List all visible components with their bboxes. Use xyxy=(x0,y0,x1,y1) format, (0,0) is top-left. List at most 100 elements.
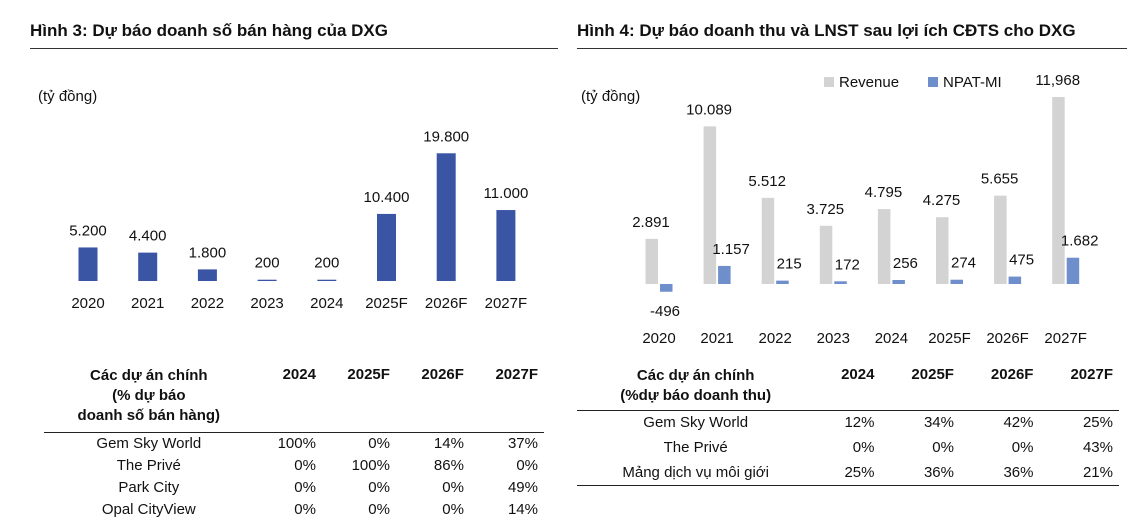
share-cell: 0% xyxy=(442,478,464,496)
x-tick-label-2022: 2022 xyxy=(759,330,792,347)
npat-label-2025F: 274 xyxy=(951,255,976,272)
share-cell: 0% xyxy=(442,500,464,518)
x-tick-label-2023: 2023 xyxy=(817,330,850,347)
revenue-bar-2020 xyxy=(645,238,658,284)
revenue-label-2021: 10.089 xyxy=(686,101,732,118)
data-label-2025F: 10.400 xyxy=(364,189,410,206)
table-header-projects: Các dự án chính (%dự báo doanh thu) xyxy=(620,367,772,404)
share-cell: 36% xyxy=(1003,463,1034,481)
share-cell: 100% xyxy=(277,434,316,452)
revenue-label-2020: 2.891 xyxy=(632,214,670,231)
right-figure-title: Hình 4: Dự báo doanh thu và LNST sau lợi… xyxy=(577,21,1076,40)
revenue-bar-2026F xyxy=(994,195,1007,284)
share-cell: 12% xyxy=(844,414,875,432)
y-unit-label: (tỷ đồng) xyxy=(38,88,97,105)
bar-2024 xyxy=(317,279,337,281)
table-header-year: 2026F xyxy=(990,366,1034,383)
share-cell: 14% xyxy=(507,500,538,518)
right-title-rule xyxy=(577,48,1127,49)
bar-2021 xyxy=(138,252,158,281)
share-cell: 0% xyxy=(1011,439,1034,456)
table-header-year: 2027F xyxy=(1070,366,1113,383)
npat-label-2023: 172 xyxy=(835,256,860,273)
table-header-year: 2025F xyxy=(347,366,390,383)
table-row: The Privé 0% 100% 86% 0% xyxy=(44,454,544,476)
npat-label-2024: 256 xyxy=(893,255,918,272)
share-cell: 0% xyxy=(516,456,538,474)
x-tick-label-2020: 2020 xyxy=(71,295,104,312)
x-tick-label-2020: 2020 xyxy=(642,330,675,347)
bar-2025F xyxy=(377,213,396,281)
x-tick-label-2026F: 2026F xyxy=(986,330,1029,347)
share-cell: 34% xyxy=(923,414,954,432)
revenue-label-2026F: 5.655 xyxy=(981,171,1019,188)
revenue-label-2024: 4.795 xyxy=(865,184,903,201)
data-label-2021: 4.400 xyxy=(129,228,167,245)
share-cell: 43% xyxy=(1082,439,1113,456)
sales-forecast-chart: (tỷ đồng) 5.200 2020 4.400 2021 1.800 2022 200 2… xyxy=(38,88,529,312)
share-cell: 0% xyxy=(294,456,316,474)
revenue-bar-2024 xyxy=(877,209,891,284)
npat-bar-2026F xyxy=(1008,276,1022,284)
revenue-label-2027F: 11,968 xyxy=(1035,72,1080,89)
share-cell: 0% xyxy=(852,439,875,456)
table-row: Mảng dịch vụ môi giới 25% 36% 36% 21% xyxy=(577,460,1119,485)
data-label-2023: 200 xyxy=(255,255,280,272)
revenue-label-2023: 3.725 xyxy=(807,201,845,218)
legend-swatch-Revenue xyxy=(824,77,834,87)
revenue-label-2022: 5.512 xyxy=(748,173,786,190)
npat-bar-2023 xyxy=(834,281,847,284)
legend-label-Revenue: Revenue xyxy=(839,74,899,91)
share-cell: 100% xyxy=(351,456,390,474)
revenue-bar-2023 xyxy=(819,225,833,284)
share-cell: 0% xyxy=(368,434,390,452)
table-header-year: 2026F xyxy=(421,366,464,383)
npat-bar-2024 xyxy=(892,280,905,284)
share-cell: 86% xyxy=(433,456,464,474)
x-tick-label-2021: 2021 xyxy=(700,330,733,347)
left-projects-table: Các dự án chính (% dự báo doanh số bán h… xyxy=(44,366,544,520)
npat-label-2022: 215 xyxy=(777,256,802,273)
data-label-2027F: 11.000 xyxy=(484,185,529,202)
table-header-year: 2027F xyxy=(495,366,538,383)
npat-label-2027F: 1.682 xyxy=(1061,233,1099,250)
x-tick-label-2025F: 2025F xyxy=(365,295,408,312)
revenue-bar-2022 xyxy=(761,197,775,284)
project-name-cell: Opal CityView xyxy=(101,500,196,518)
share-cell: 21% xyxy=(1082,463,1113,481)
x-tick-label-2024: 2024 xyxy=(310,295,343,312)
bar-2023 xyxy=(257,279,277,281)
project-name-cell: Mảng dịch vụ môi giới xyxy=(622,463,769,481)
revenue-bar-2025F xyxy=(936,217,949,284)
share-cell: 0% xyxy=(368,500,390,518)
bar-2027F xyxy=(496,210,516,281)
npat-bar-2022 xyxy=(776,280,789,284)
npat-label-2026F: 475 xyxy=(1009,252,1034,269)
npat-bar-2021 xyxy=(718,265,731,284)
share-cell: 36% xyxy=(923,463,954,481)
x-tick-label-2027F: 2027F xyxy=(485,295,528,312)
share-cell: 49% xyxy=(507,478,538,496)
right-projects-table: Các dự án chính (%dự báo doanh thu) 2024… xyxy=(577,366,1119,486)
table-row: The Privé 0% 0% 0% 43% xyxy=(577,435,1119,460)
npat-bar-2025F xyxy=(950,279,963,284)
bar-2022 xyxy=(197,269,217,281)
table-header-year: 2024 xyxy=(282,366,316,383)
share-cell: 14% xyxy=(433,434,464,452)
x-tick-label-2022: 2022 xyxy=(191,295,224,312)
revenue-npat-chart: (tỷ đồng) Revenue NPAT-MI 2.891 -496 2020 10.0… xyxy=(581,72,1099,347)
revenue-label-2025F: 4.275 xyxy=(923,192,961,209)
project-name-cell: Gem Sky World xyxy=(643,414,749,432)
table-header-year: 2024 xyxy=(841,366,875,383)
left-figure-title: Hình 3: Dự báo doanh số bán hàng của DXG xyxy=(30,21,388,40)
x-tick-label-2023: 2023 xyxy=(250,295,283,312)
x-tick-label-2025F: 2025F xyxy=(928,330,971,347)
npat-label-2021: 1.157 xyxy=(712,241,750,258)
share-cell: 37% xyxy=(507,434,538,452)
table-row: Gem Sky World 12% 34% 42% 25% xyxy=(577,410,1119,435)
share-cell: 25% xyxy=(844,463,875,481)
project-name-cell: The Privé xyxy=(663,439,728,456)
table-header-year: 2025F xyxy=(911,366,954,383)
project-name-cell: Gem Sky World xyxy=(96,434,202,452)
bar-2026F xyxy=(436,153,456,281)
